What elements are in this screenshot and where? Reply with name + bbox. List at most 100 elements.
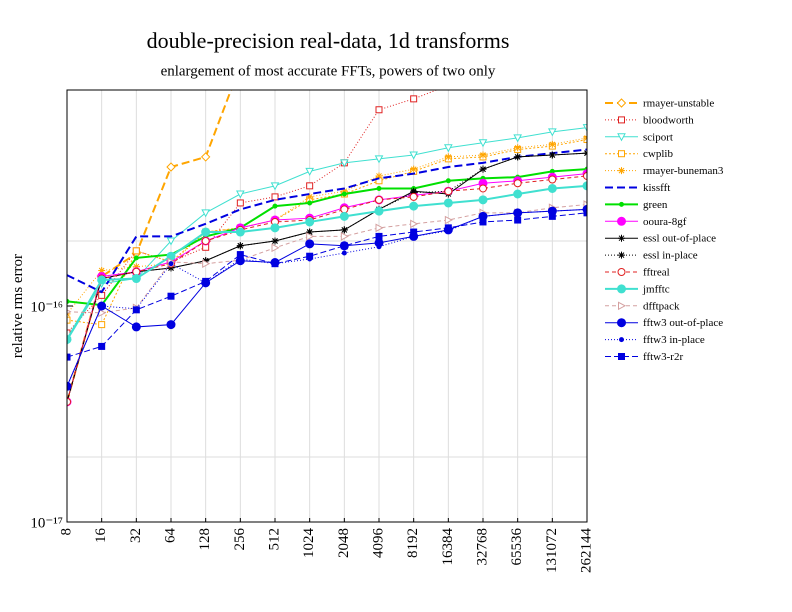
- x-tick-label: 32: [128, 528, 144, 543]
- legend-marker: [617, 268, 626, 276]
- marker: [133, 255, 139, 261]
- marker: [409, 192, 418, 201]
- marker: [201, 209, 211, 218]
- marker: [132, 263, 140, 271]
- marker: [271, 193, 279, 201]
- marker: [548, 140, 556, 148]
- marker: [444, 187, 453, 196]
- marker: [339, 211, 349, 221]
- marker: [202, 257, 210, 265]
- marker: [443, 144, 453, 153]
- legend-label: dfftpack: [643, 300, 680, 312]
- x-tick-label: 65536: [509, 528, 525, 566]
- marker: [444, 215, 453, 225]
- marker: [98, 342, 106, 350]
- series-line: [67, 127, 587, 342]
- series-line: [67, 175, 587, 402]
- marker: [166, 237, 176, 246]
- marker: [618, 167, 625, 175]
- marker: [272, 203, 278, 209]
- legend-marker: [617, 284, 626, 294]
- marker: [514, 153, 522, 161]
- chart-subtitle: enlargement of most accurate FFTs, power…: [161, 63, 496, 79]
- marker: [409, 201, 419, 211]
- marker: [132, 247, 140, 255]
- marker: [236, 242, 244, 250]
- legend-marker: [617, 216, 626, 226]
- marker: [616, 98, 627, 108]
- marker: [339, 159, 349, 168]
- legend: rmayer-unstable bloodworth sciport cwplib rm…: [605, 98, 724, 363]
- marker: [479, 184, 487, 193]
- marker: [306, 193, 314, 201]
- x-tick-label: 16: [93, 528, 109, 544]
- series-line: [67, 152, 587, 402]
- legend-label: fftw3 out-of-place: [643, 317, 723, 329]
- marker: [97, 275, 107, 285]
- marker: [375, 172, 383, 180]
- marker: [374, 206, 384, 216]
- series-line: [67, 184, 587, 340]
- marker: [67, 316, 71, 324]
- marker: [548, 212, 556, 220]
- y-tick-label: 10⁻¹⁷: [30, 515, 63, 531]
- x-tick-label: 8192: [405, 528, 421, 558]
- y-axis-label: relative rms error: [10, 254, 26, 358]
- marker: [236, 251, 244, 259]
- marker: [618, 116, 625, 124]
- plot-area: [67, 90, 587, 407]
- marker: [98, 291, 106, 299]
- legend-marker: [618, 116, 625, 124]
- marker: [167, 292, 175, 300]
- x-tick-label: 64: [162, 528, 178, 544]
- legend-label: fftw3 in-place: [643, 334, 705, 346]
- legend-marker: [617, 318, 626, 328]
- marker: [271, 237, 279, 245]
- marker: [444, 224, 452, 232]
- marker: [513, 179, 522, 188]
- marker: [167, 264, 175, 272]
- marker: [201, 227, 211, 237]
- marker: [235, 190, 245, 199]
- marker: [376, 185, 382, 191]
- marker: [410, 95, 418, 103]
- x-tick-label: 8: [58, 528, 74, 536]
- marker: [582, 124, 587, 133]
- marker: [443, 198, 453, 208]
- y-tick-label: 10⁻¹⁶: [30, 299, 63, 315]
- legend-marker: [617, 133, 626, 142]
- x-tick-label: 1024: [301, 528, 317, 559]
- marker: [478, 195, 488, 205]
- marker: [201, 236, 210, 245]
- marker: [340, 242, 348, 250]
- marker: [410, 228, 418, 236]
- marker: [617, 268, 626, 276]
- x-tick-label: 262144: [578, 528, 594, 574]
- legend-marker: [619, 201, 624, 207]
- legend-label: rmayer-buneman3: [643, 165, 724, 177]
- marker: [67, 353, 71, 361]
- marker: [202, 277, 210, 285]
- x-tick-label: 4096: [370, 528, 386, 559]
- x-tick-label: 16384: [440, 528, 456, 566]
- marker: [583, 171, 587, 180]
- legend-label: jmfftc: [642, 283, 670, 295]
- marker: [374, 155, 384, 164]
- marker: [305, 167, 315, 176]
- series-line: [67, 148, 587, 294]
- legend-marker: [619, 337, 624, 343]
- marker: [306, 182, 314, 190]
- marker: [619, 201, 624, 207]
- marker: [513, 134, 523, 143]
- marker: [582, 181, 587, 191]
- marker: [617, 133, 626, 142]
- marker: [98, 267, 106, 274]
- marker: [166, 320, 176, 330]
- marker: [514, 216, 522, 224]
- series-line: [67, 168, 587, 307]
- marker: [375, 106, 383, 114]
- marker: [202, 259, 211, 269]
- marker: [99, 303, 105, 309]
- x-tick-label: 2048: [336, 528, 352, 558]
- marker: [307, 200, 313, 206]
